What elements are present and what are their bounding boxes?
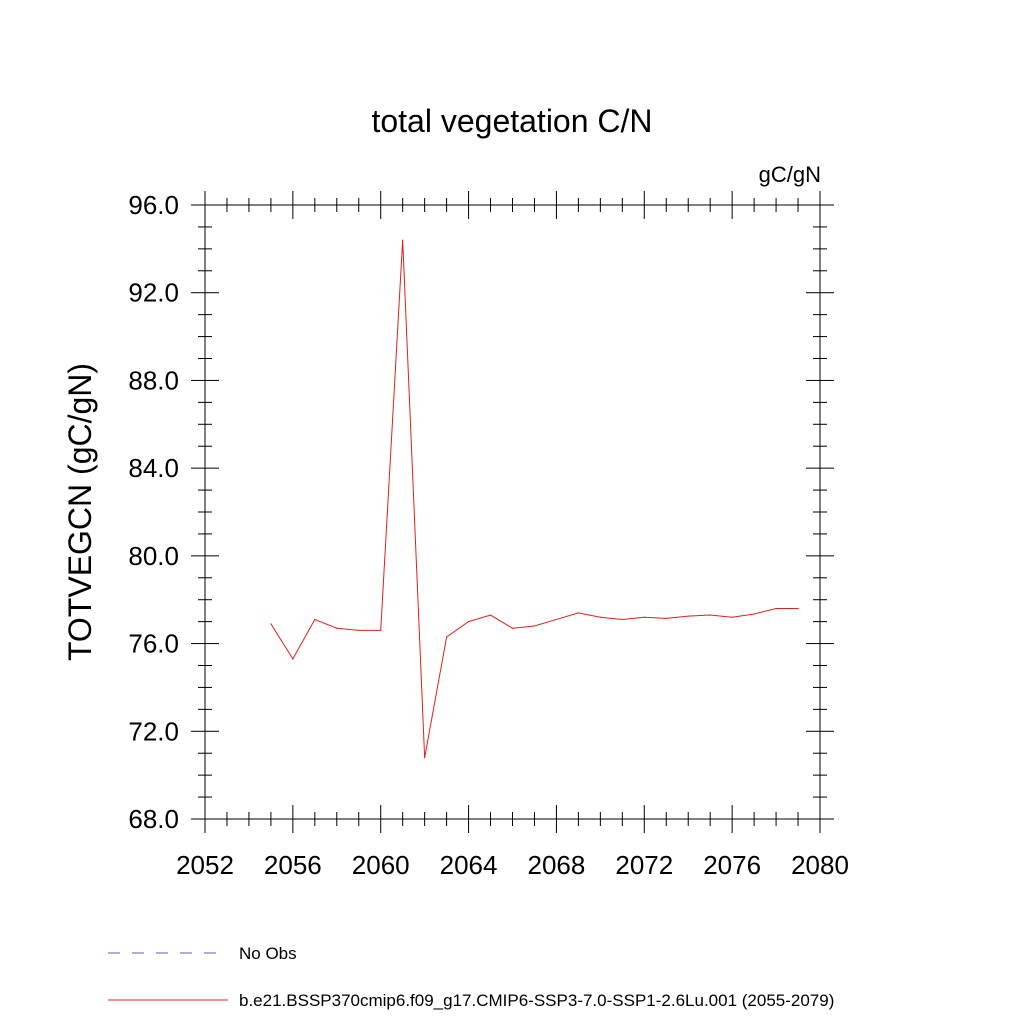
data-point bbox=[775, 607, 777, 610]
data-point bbox=[797, 607, 799, 610]
chart-title: total vegetation C/N bbox=[371, 103, 652, 139]
axis-tick-labels: 2052 2056 2060 2064 2068 2072 2076 2080 68.0 72.0… bbox=[128, 190, 849, 880]
data-point bbox=[709, 614, 711, 616]
data-point bbox=[446, 636, 448, 638]
y-tick-label: 80.0 bbox=[128, 541, 179, 571]
series-line bbox=[270, 240, 799, 758]
y-tick-label: 72.0 bbox=[128, 716, 179, 746]
data-point bbox=[292, 658, 294, 660]
data-point bbox=[424, 757, 426, 759]
x-tick-label: 2056 bbox=[264, 850, 322, 880]
x-tick-label: 2080 bbox=[791, 850, 849, 880]
units-label: gC/gN bbox=[759, 162, 821, 187]
data-point bbox=[599, 616, 601, 618]
series-points bbox=[270, 239, 799, 759]
data-point bbox=[511, 627, 514, 629]
data-point bbox=[665, 617, 667, 619]
x-tick-label: 2060 bbox=[352, 850, 410, 880]
data-point bbox=[643, 616, 645, 618]
axis-ticks bbox=[191, 191, 834, 833]
x-tick-label: 2068 bbox=[528, 850, 586, 880]
x-tick-label: 2064 bbox=[440, 850, 498, 880]
data-point bbox=[489, 614, 492, 616]
data-point bbox=[753, 613, 755, 615]
data-point bbox=[687, 615, 689, 617]
legend-label-no-obs: No Obs bbox=[239, 944, 297, 963]
y-axis-label: TOTVEGCN (gC/gN) bbox=[62, 363, 98, 661]
y-tick-label: 92.0 bbox=[128, 278, 179, 308]
data-point bbox=[336, 627, 338, 629]
data-point bbox=[380, 629, 382, 632]
x-tick-label: 2076 bbox=[703, 850, 761, 880]
plot-frame bbox=[204, 204, 821, 820]
x-tick-label: 2072 bbox=[615, 850, 673, 880]
data-point bbox=[467, 621, 470, 623]
data-point bbox=[358, 629, 360, 632]
legend: No Obs b.e21.BSSP370cmip6.f09_g17.CMIP6-… bbox=[108, 944, 834, 1010]
y-tick-label: 68.0 bbox=[128, 804, 179, 834]
x-tick-label: 2052 bbox=[176, 850, 234, 880]
y-tick-label: 88.0 bbox=[128, 365, 179, 395]
y-tick-label: 84.0 bbox=[128, 453, 179, 483]
data-point bbox=[533, 625, 536, 627]
data-point bbox=[402, 239, 404, 241]
y-tick-label: 96.0 bbox=[128, 190, 179, 220]
data-point bbox=[577, 612, 579, 614]
data-point bbox=[314, 618, 316, 621]
data-point bbox=[555, 618, 558, 621]
data-point bbox=[621, 618, 623, 621]
data-point bbox=[731, 616, 733, 618]
legend-label-model: b.e21.BSSP370cmip6.f09_g17.CMIP6-SSP3-7.… bbox=[239, 991, 834, 1010]
y-tick-label: 76.0 bbox=[128, 629, 179, 659]
data-point bbox=[270, 623, 272, 625]
